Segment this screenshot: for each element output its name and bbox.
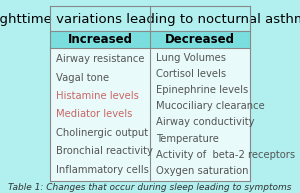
FancyBboxPatch shape [50, 48, 150, 181]
Text: Table 1: Changes that occur during sleep leading to symptoms: Table 1: Changes that occur during sleep… [8, 183, 292, 192]
Text: Bronchial reactivity: Bronchial reactivity [56, 146, 153, 156]
Text: Vagal tone: Vagal tone [56, 73, 110, 83]
Text: Airway conductivity: Airway conductivity [156, 117, 255, 127]
Text: Oxygen saturation: Oxygen saturation [156, 166, 249, 176]
Text: Inflammatory cells: Inflammatory cells [56, 165, 149, 174]
Text: Decreased: Decreased [165, 33, 235, 46]
Text: Lung Volumes: Lung Volumes [156, 53, 226, 63]
Text: Nighttime variations leading to nocturnal asthma: Nighttime variations leading to nocturna… [0, 13, 300, 26]
Text: Mediator levels: Mediator levels [56, 109, 133, 119]
FancyBboxPatch shape [150, 48, 250, 181]
Text: Airway resistance: Airway resistance [56, 54, 145, 64]
FancyBboxPatch shape [50, 6, 250, 31]
Text: Mucociliary clearance: Mucociliary clearance [156, 101, 265, 111]
Text: Cholinergic output: Cholinergic output [56, 128, 148, 138]
Text: Cortisol levels: Cortisol levels [156, 69, 226, 79]
FancyBboxPatch shape [150, 31, 250, 48]
Text: Increased: Increased [68, 33, 133, 46]
Text: Activity of  beta-2 receptors: Activity of beta-2 receptors [156, 150, 295, 160]
FancyBboxPatch shape [50, 31, 150, 48]
Text: Temperature: Temperature [156, 134, 219, 144]
Text: Histamine levels: Histamine levels [56, 91, 139, 101]
Text: Epinephrine levels: Epinephrine levels [156, 85, 248, 95]
